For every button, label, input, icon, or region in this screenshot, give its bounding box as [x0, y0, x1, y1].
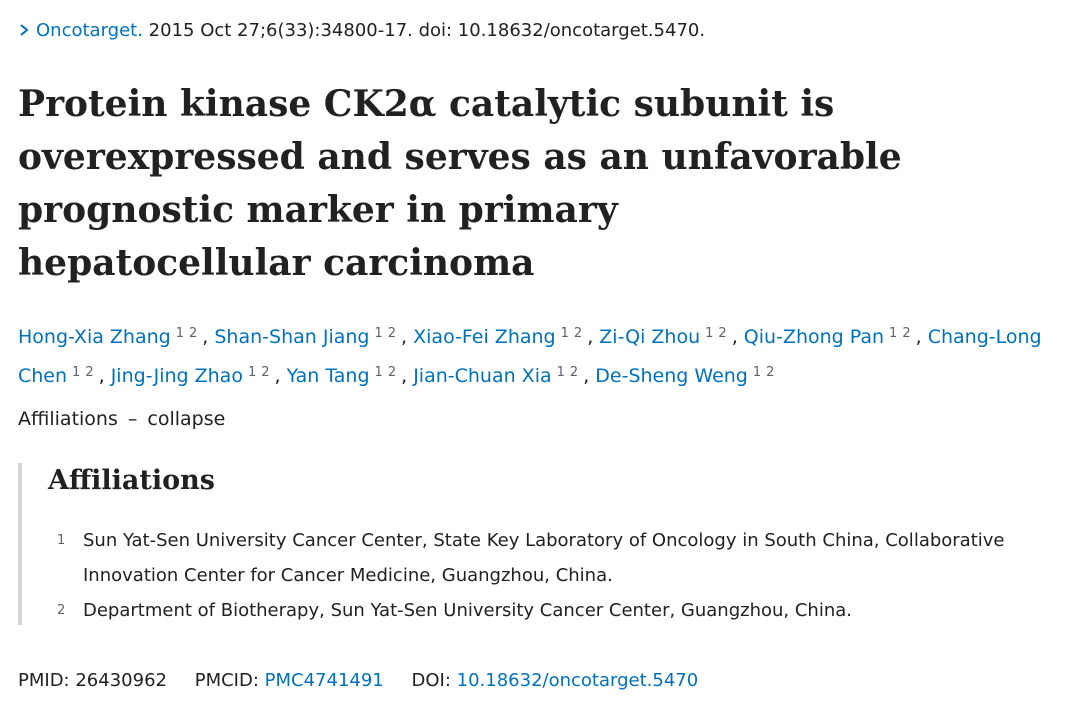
author-link[interactable]: Yan Tang	[286, 365, 370, 387]
affiliation-ref[interactable]: 2	[387, 326, 397, 341]
affiliation-ref[interactable]: 2	[569, 365, 579, 380]
author-link[interactable]: Jian-Chuan Xia	[413, 365, 552, 387]
author-link[interactable]: Shan-Shan Jiang	[214, 326, 370, 348]
toggle-label: Affiliations	[18, 408, 118, 430]
affiliation-ref[interactable]: 1	[247, 365, 257, 380]
author-separator: ,	[583, 365, 590, 387]
affiliation-ref[interactable]: 2	[189, 326, 198, 341]
identifiers: PMID: 26430962 PMCID: PMC4741491 DOI: 10…	[18, 670, 720, 691]
affiliation-ref[interactable]: 2	[261, 365, 270, 380]
author-link[interactable]: De-Sheng Weng	[595, 365, 748, 387]
author-separator: ,	[98, 365, 105, 387]
author-separator: ,	[401, 326, 408, 348]
affiliation-ref[interactable]: 2	[718, 326, 727, 341]
authors-list: Hong-Xia Zhang 1 2, Shan-Shan Jiang 1 2, Xia…	[18, 316, 1080, 394]
affiliation-item: 1 Sun Yat-Sen University Cancer Center, S…	[57, 523, 1017, 593]
affiliation-ref[interactable]: 1	[560, 326, 569, 341]
affiliation-number: 2	[57, 603, 66, 618]
affiliation-ref[interactable]: 1	[72, 365, 81, 380]
doi-link[interactable]: 10.18632/oncotarget.5470	[456, 670, 699, 691]
author-separator: ,	[202, 326, 209, 348]
article-title: Protein kinase CK2α catalytic subunit is…	[18, 83, 902, 284]
affiliation-ref[interactable]: 2	[573, 326, 583, 341]
author-link[interactable]: Xiao-Fei Zhang	[413, 326, 556, 348]
chevron-icon	[20, 24, 29, 36]
affiliation-ref[interactable]: 1	[705, 326, 714, 341]
affiliation-number: 1	[57, 533, 66, 548]
affiliations-heading: Affiliations	[48, 465, 215, 496]
affiliations-panel: Affiliations 1 Sun Yat-Sen University Can…	[18, 463, 1062, 625]
citation: Oncotarget. 2015 Oct 27;6(33):34800-17. …	[18, 20, 705, 41]
toggle-action: collapse	[147, 408, 226, 430]
pmid-label: PMID:	[18, 670, 70, 691]
affiliation-item: 2 Department of Biotherapy, Sun Yat-Sen U…	[57, 593, 1017, 628]
affiliation-ref[interactable]: 2	[766, 365, 775, 380]
affiliation-ref[interactable]: 1	[374, 326, 383, 341]
pmcid-link[interactable]: PMC4741491	[264, 670, 384, 691]
pmid: 26430962	[75, 670, 167, 691]
affiliation-ref[interactable]: 1	[374, 365, 383, 380]
affiliation-ref[interactable]: 1	[889, 326, 898, 341]
doi-label: DOI:	[411, 670, 451, 691]
author-link[interactable]: Hong-Xia Zhang	[18, 326, 171, 348]
affiliation-ref[interactable]: 2	[387, 365, 397, 380]
author-link[interactable]: Zi-Qi Zhou	[599, 326, 701, 348]
author-link[interactable]: Jing-Jing Zhao	[110, 365, 243, 387]
author-separator: ,	[401, 365, 408, 387]
author-link[interactable]: Chang-Long Chen	[18, 326, 1042, 387]
author-separator: ,	[731, 326, 738, 348]
journal-link[interactable]: Oncotarget.	[36, 20, 143, 41]
author-separator: ,	[587, 326, 594, 348]
affiliation-ref[interactable]: 1	[752, 365, 762, 380]
affiliation-text: Department of Biotherapy, Sun Yat-Sen Un…	[83, 600, 852, 621]
affiliation-ref[interactable]: 2	[902, 326, 911, 341]
affiliation-ref[interactable]: 1	[175, 326, 184, 341]
citation-details: 2015 Oct 27;6(33):34800-17. doi: 10.1863…	[148, 20, 706, 41]
author-separator: ,	[274, 365, 281, 387]
affiliation-ref[interactable]: 1	[556, 365, 565, 380]
affiliations-toggle[interactable]: Affiliations – collapse	[18, 408, 225, 430]
affiliation-ref[interactable]: 2	[85, 365, 94, 380]
toggle-icon: –	[127, 408, 138, 430]
affiliation-text: Sun Yat-Sen University Cancer Center, St…	[83, 530, 1005, 586]
pmcid-label: PMCID:	[194, 670, 259, 691]
author-link[interactable]: Qiu-Zhong Pan	[743, 326, 885, 348]
affiliations-list: 1 Sun Yat-Sen University Cancer Center, S…	[57, 523, 1017, 628]
author-separator: ,	[915, 326, 922, 348]
